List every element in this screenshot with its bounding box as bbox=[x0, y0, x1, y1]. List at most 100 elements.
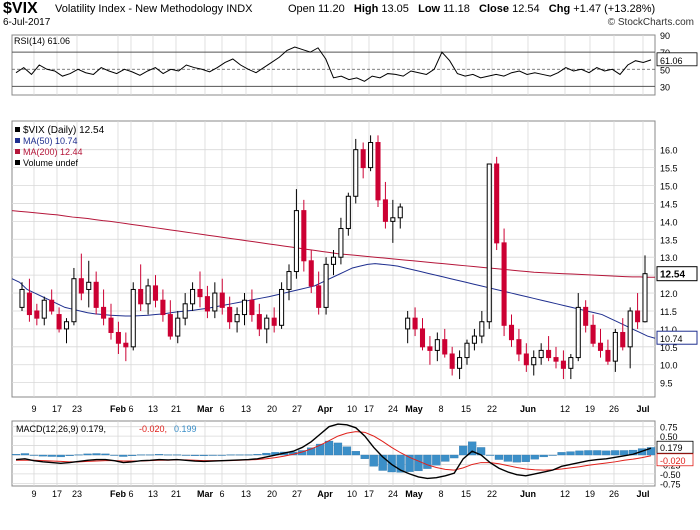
chg-label: Chg bbox=[548, 3, 571, 15]
price-x-tick: 24 bbox=[388, 404, 398, 414]
candle-body bbox=[108, 317, 114, 333]
macd-histogram-bar bbox=[110, 454, 119, 456]
price-x-tick: 27 bbox=[292, 404, 302, 414]
candle-body bbox=[101, 306, 107, 319]
candle bbox=[457, 350, 463, 380]
symbol-label: $VIX bbox=[3, 0, 38, 17]
macd-x-tick: 23 bbox=[72, 489, 82, 499]
ma50-last-box bbox=[656, 330, 698, 345]
candle bbox=[152, 275, 159, 308]
macd-histogram-bar bbox=[441, 454, 450, 462]
candle-body bbox=[338, 228, 344, 258]
macd-histogram-bar bbox=[548, 454, 557, 456]
macd-histogram-bar bbox=[119, 454, 128, 457]
candle bbox=[316, 271, 322, 315]
candle-body bbox=[175, 317, 181, 337]
low-value: 11.18 bbox=[443, 3, 470, 15]
candle-body bbox=[227, 306, 233, 323]
macd-histogram-bar bbox=[333, 442, 343, 456]
macd-histogram-bar bbox=[557, 452, 566, 456]
rsi-y-tick: 90 bbox=[660, 31, 670, 41]
macd-x-tick: 9 bbox=[31, 489, 36, 499]
macd-histogram-bar bbox=[101, 453, 110, 456]
price-x-tick: 21 bbox=[171, 404, 181, 414]
candle bbox=[620, 318, 626, 351]
candle bbox=[49, 289, 55, 315]
macd-y-tick: -0.50 bbox=[660, 470, 681, 480]
macd-histogram-bar bbox=[575, 450, 584, 456]
candle bbox=[412, 307, 418, 337]
candle bbox=[175, 310, 181, 344]
candle-body bbox=[152, 285, 159, 301]
macd-histogram-bar bbox=[396, 454, 405, 473]
candle bbox=[130, 282, 136, 351]
candle bbox=[531, 350, 537, 376]
candle-body bbox=[145, 285, 151, 305]
macd-x-tick: 24 bbox=[388, 489, 398, 499]
candle bbox=[508, 314, 515, 347]
candle bbox=[612, 328, 618, 372]
price-y-tick: 14.5 bbox=[660, 199, 678, 209]
macd-y-tick: 0.75 bbox=[660, 423, 678, 433]
macd-histogram-bar bbox=[146, 454, 155, 456]
rsi-last-box bbox=[656, 52, 698, 67]
macd-histogram-bar bbox=[342, 446, 352, 456]
candle-body bbox=[293, 210, 299, 273]
candle-body bbox=[516, 339, 522, 355]
candle bbox=[560, 350, 566, 380]
candle-body bbox=[627, 310, 633, 348]
candle bbox=[167, 300, 173, 340]
macd-x-tick: Mar bbox=[197, 489, 214, 499]
macd-histogram-bar bbox=[539, 454, 548, 458]
candle-body bbox=[234, 314, 240, 323]
candle-body bbox=[375, 142, 381, 201]
macd-histogram-bar bbox=[459, 445, 468, 456]
macd-x-tick: Apr bbox=[317, 489, 333, 499]
price-x-tick: 9 bbox=[31, 404, 36, 414]
macd-x-tick: 26 bbox=[609, 489, 619, 499]
candle bbox=[449, 346, 455, 376]
candle-body bbox=[397, 206, 403, 219]
macd-last-box bbox=[656, 440, 694, 454]
chart-header: $VIX Volatility Index - New Methodology … bbox=[0, 0, 700, 34]
macd-histogram-bar bbox=[181, 454, 191, 456]
macd-line bbox=[15, 423, 652, 480]
candle bbox=[553, 346, 559, 369]
macd-histogram-bar bbox=[369, 454, 378, 467]
candle-body bbox=[560, 360, 566, 369]
candle bbox=[56, 307, 62, 333]
candle-body bbox=[583, 306, 589, 326]
macd-histogram-bar bbox=[468, 441, 477, 456]
candle bbox=[538, 343, 544, 365]
macd-histogram-bar bbox=[378, 454, 387, 471]
macd-histogram-bar bbox=[47, 454, 56, 457]
rsi-title: RSI(14) 61.06 bbox=[14, 36, 70, 46]
price-x-tick: 17 bbox=[364, 404, 374, 414]
candle bbox=[271, 307, 277, 333]
legend-swatch bbox=[15, 138, 20, 143]
price-panel bbox=[11, 120, 656, 398]
rsi-y-tick: 30 bbox=[660, 82, 670, 92]
candle-body bbox=[405, 317, 411, 330]
candle-body bbox=[360, 149, 366, 169]
candle bbox=[464, 339, 470, 365]
candle-body bbox=[597, 342, 604, 351]
macd-histogram-bar bbox=[602, 450, 611, 456]
candle bbox=[190, 282, 196, 311]
candle-body bbox=[197, 288, 203, 298]
candle bbox=[360, 142, 366, 179]
candle bbox=[642, 255, 648, 323]
candle bbox=[368, 135, 374, 172]
candle bbox=[427, 336, 433, 365]
candle bbox=[308, 250, 314, 294]
candle-body bbox=[546, 349, 552, 359]
candle-body bbox=[635, 310, 641, 323]
candle-body bbox=[368, 142, 374, 169]
candle bbox=[182, 293, 188, 326]
candle bbox=[264, 314, 270, 344]
price-x-tick: 23 bbox=[72, 404, 82, 414]
legend-entry: Volume undef bbox=[23, 158, 79, 168]
candle-body bbox=[508, 324, 515, 341]
candle bbox=[19, 282, 25, 311]
instrument-name: Volatility Index - New Methodology INDX bbox=[55, 3, 253, 15]
